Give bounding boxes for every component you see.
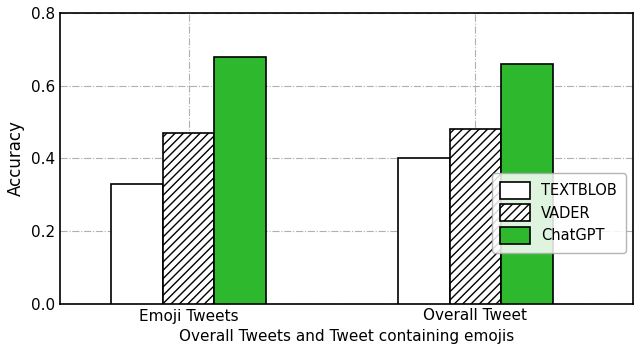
- Bar: [111, 184, 163, 304]
- Bar: [501, 64, 553, 304]
- Bar: [398, 158, 449, 304]
- Bar: [449, 129, 501, 304]
- Bar: [163, 133, 214, 304]
- X-axis label: Overall Tweets and Tweet containing emojis: Overall Tweets and Tweet containing emoj…: [179, 329, 514, 344]
- Bar: [214, 57, 266, 304]
- Y-axis label: Accuracy: Accuracy: [7, 120, 25, 196]
- Legend: TEXTBLOB, VADER, ChatGPT: TEXTBLOB, VADER, ChatGPT: [492, 173, 626, 253]
